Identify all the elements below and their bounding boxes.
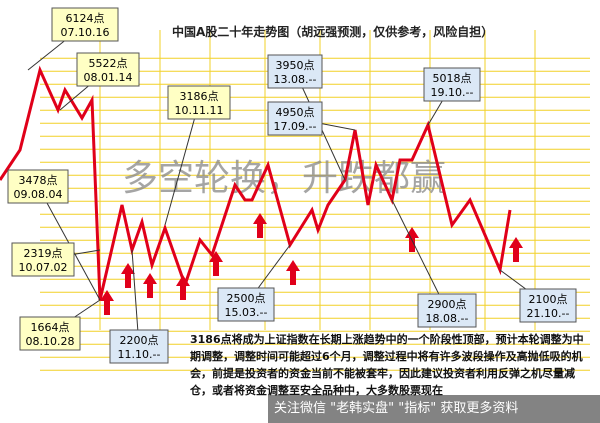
callout-date: 08.10.28: [26, 335, 75, 348]
callout-date: 09.08.04: [14, 188, 63, 201]
callout-box: [167, 85, 231, 120]
callout-box: [519, 288, 577, 323]
callout-value: 5018点: [433, 72, 472, 85]
callout-box: [19, 316, 81, 351]
callout-box: [423, 67, 481, 102]
callout-leader: [391, 199, 448, 311]
chart-title: 中国A股二十年走势图（胡远强预测，仅供参考，风险自担）: [172, 24, 493, 39]
callout-date: 10.07.02: [19, 261, 68, 274]
up-arrow-icon: [509, 237, 523, 262]
callout-leader: [164, 102, 200, 226]
callout-value: 2319点: [24, 247, 63, 260]
callout-date: 07.10.16: [61, 26, 110, 39]
note-text: 点将成为上证指数在长期上涨趋势中的一个阶段性顶部，预计本轮调整为中期调整，调整时…: [190, 333, 584, 397]
callout-date: 11.10.--: [118, 348, 161, 361]
callout-box: [51, 7, 119, 42]
callout-box: [11, 242, 75, 277]
callout-value: 5522点: [89, 57, 128, 70]
callout-date: 15.03.--: [225, 306, 268, 319]
up-arrow-icon: [253, 213, 267, 238]
callout-date: 19.10.--: [431, 86, 474, 99]
callout-value: 2100点: [529, 293, 568, 306]
callout-date: 08.01.14: [84, 71, 133, 84]
callout-value: 6124点: [66, 12, 105, 25]
callout-value: 2900点: [428, 298, 467, 311]
callout-value: 4950点: [276, 106, 315, 119]
chart-grid: [40, 30, 590, 371]
callout-date: 10.11.11: [175, 104, 224, 117]
callout-value: 3478点: [19, 174, 58, 187]
callout-date: 13.08.--: [274, 73, 317, 86]
callout-date: 21.10.--: [527, 307, 570, 320]
callout-value: 1664点: [31, 321, 70, 334]
up-arrow-icon: [100, 290, 114, 315]
up-arrow-icon: [176, 275, 190, 300]
callout-value: 3186点: [180, 90, 219, 103]
callout-box: [267, 54, 323, 89]
index-line: [0, 65, 512, 301]
up-arrow-icon: [143, 273, 157, 298]
up-arrow-icon: [209, 251, 223, 276]
callout-box: [7, 169, 69, 204]
watermark-text: 多空轮换，升跌都赢: [122, 158, 446, 199]
up-arrow-icon: [121, 263, 135, 288]
note-lead: 3186: [190, 333, 221, 346]
callout-date: 18.08.--: [426, 312, 469, 325]
callout-box: [417, 293, 477, 328]
callout-date: 17.09.--: [274, 120, 317, 133]
callout-value: 3950点: [276, 59, 315, 72]
callout-box: [217, 287, 275, 322]
callout-box: [267, 101, 323, 136]
up-arrow-icon: [286, 260, 300, 285]
callout-value: 2200点: [120, 334, 159, 347]
callout-group: 6124点07.10.165522点08.01.143186点10.11.113…: [7, 7, 577, 364]
footer-banner: 关注微信 "老韩实盘" "指标" 获取更多资料: [268, 395, 600, 423]
callout-value: 2500点: [227, 292, 266, 305]
callout-box: [109, 329, 169, 364]
analysis-note: 3186点将成为上证指数在长期上涨趋势中的一个阶段性顶部，预计本轮调整为中期调整…: [190, 331, 590, 399]
callout-box: [76, 52, 140, 87]
